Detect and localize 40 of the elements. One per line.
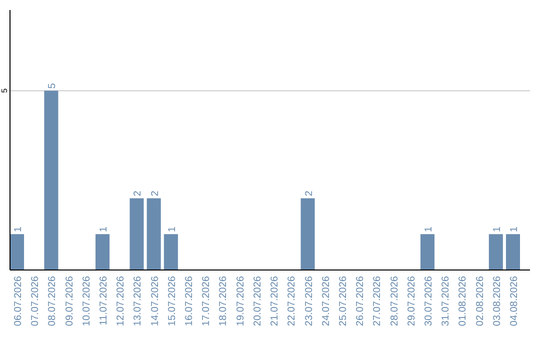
x-tick-label: 10.07.2026 — [81, 276, 92, 326]
x-tick-label: 02.08.2026 — [474, 276, 486, 326]
data-label: 1 — [508, 226, 520, 232]
data-label: 1 — [492, 226, 503, 232]
x-tick-label: 06.07.2026 — [13, 276, 24, 326]
data-label: 1 — [98, 226, 110, 232]
data-label: 2 — [304, 190, 315, 196]
x-tick-label: 19.07.2026 — [235, 276, 246, 326]
x-tick-label: 26.07.2026 — [355, 276, 366, 326]
x-tick-label: 30.07.2026 — [423, 276, 434, 326]
data-label: 1 — [13, 226, 24, 232]
x-tick-label: 25.07.2026 — [338, 276, 349, 326]
x-tick-label: 24.07.2026 — [320, 276, 332, 326]
x-tick-label: 09.07.2026 — [64, 276, 76, 326]
x-tick-label: 28.07.2026 — [389, 276, 400, 326]
x-tick-label: 27.07.2026 — [372, 276, 384, 326]
x-tick-label: 12.07.2026 — [116, 276, 127, 326]
x-tick-label: 31.07.2026 — [440, 276, 452, 326]
x-tick-label: 11.07.2026 — [98, 276, 110, 326]
x-tick-label: 08.07.2026 — [47, 276, 58, 326]
x-tick-label: 18.07.2026 — [218, 276, 230, 326]
x-tick-label: 29.07.2026 — [406, 276, 418, 326]
x-tick-label: 17.07.2026 — [201, 276, 212, 326]
x-tick-label: 23.07.2026 — [304, 276, 315, 326]
x-tick-label: 16.07.2026 — [184, 276, 196, 326]
x-tick-label: 07.07.2026 — [30, 276, 42, 326]
data-label: 2 — [132, 190, 144, 196]
x-tick-label: 14.07.2026 — [150, 276, 161, 326]
data-label: 1 — [423, 226, 434, 232]
data-label: 2 — [150, 190, 161, 196]
x-tick-label: 04.08.2026 — [508, 276, 520, 326]
data-label: 5 — [47, 82, 58, 89]
x-tick-label: 21.07.2026 — [270, 276, 281, 326]
x-tick-label: 01.08.2026 — [458, 276, 469, 326]
data-label: 1 — [166, 226, 178, 232]
x-tick-label: 22.07.2026 — [286, 276, 298, 326]
x-tick-label: 15.07.2026 — [166, 276, 178, 326]
x-tick-label: 13.07.2026 — [132, 276, 144, 326]
x-tick-label: 03.08.2026 — [492, 276, 503, 326]
x-tick-label: 20.07.2026 — [252, 276, 264, 326]
